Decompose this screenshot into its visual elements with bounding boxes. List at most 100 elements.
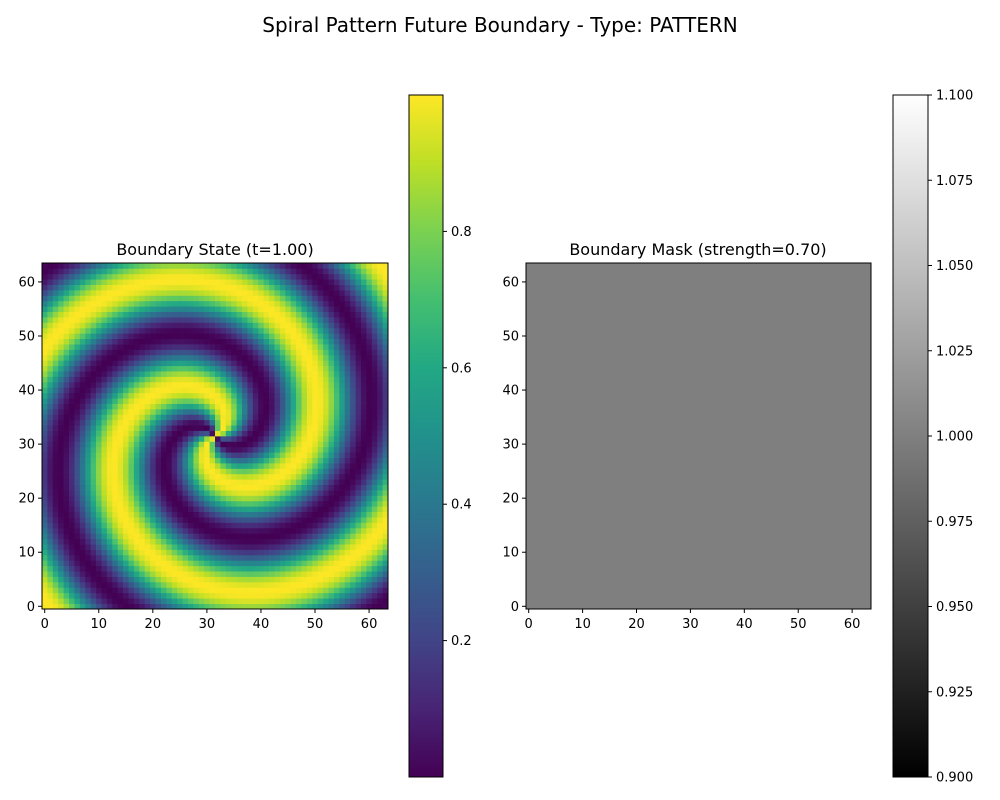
state-cell (285, 484, 292, 491)
state-cell (123, 484, 129, 491)
state-cell (328, 344, 335, 350)
state-cell (258, 571, 265, 577)
state-cell (290, 317, 297, 323)
state-cell (382, 273, 389, 280)
state-cell (269, 317, 275, 323)
state-cell (247, 430, 254, 437)
state-cell (360, 538, 367, 545)
state-cell (112, 376, 119, 383)
state-cell (74, 473, 81, 480)
state-cell (312, 560, 319, 567)
state-cell (269, 279, 275, 285)
state-cell (42, 333, 48, 340)
state-cell (220, 387, 227, 394)
state-cell (79, 511, 86, 518)
state-cell (171, 327, 178, 334)
state-cell (371, 349, 378, 356)
state-cell (225, 468, 232, 475)
state-cell (117, 327, 124, 334)
state-cell (193, 490, 200, 496)
state-cell (123, 381, 129, 388)
state-cell (96, 295, 102, 302)
state-cell (47, 354, 54, 361)
state-cell (285, 544, 292, 550)
state-cell (204, 473, 210, 480)
state-cell (47, 425, 54, 431)
state-cell (96, 387, 102, 394)
state-cell (258, 414, 265, 421)
state-cell (312, 425, 319, 431)
state-cell (209, 560, 216, 567)
state-cell (155, 392, 162, 399)
state-cell (269, 425, 275, 431)
state-cell (344, 592, 351, 599)
state-cell (112, 425, 119, 431)
state-cell (317, 506, 324, 513)
state-cell (42, 327, 48, 334)
state-cell (155, 300, 162, 307)
state-cell (258, 392, 265, 399)
state-cell (290, 376, 297, 383)
state-cell (74, 333, 81, 340)
state-cell (323, 392, 329, 399)
state-cell (63, 463, 70, 469)
state-cell (79, 457, 86, 464)
state-cell (377, 500, 383, 507)
state-cell (312, 446, 319, 453)
state-cell (296, 398, 302, 404)
state-cell (128, 317, 135, 323)
state-cell (231, 576, 237, 583)
state-cell (101, 560, 108, 567)
state-cell (258, 360, 265, 367)
state-cell (306, 598, 313, 604)
state-cell (79, 565, 86, 572)
state-cell (247, 376, 254, 383)
state-cell (252, 371, 259, 377)
state-cell (187, 538, 194, 545)
state-cell (306, 517, 313, 523)
state-cell (166, 554, 173, 561)
state-cell (166, 381, 173, 388)
state-x-tick-label: 60 (361, 617, 378, 632)
state-cell (360, 387, 367, 394)
state-cell (328, 360, 335, 367)
state-cell (63, 419, 70, 426)
state-cell (290, 279, 297, 285)
state-cell (301, 398, 308, 404)
state-cell (377, 371, 383, 377)
state-cell (360, 300, 367, 307)
state-cell (252, 587, 259, 594)
state-cell (290, 349, 297, 356)
state-cell (42, 527, 48, 534)
state-cell (139, 403, 146, 410)
state-cell (296, 387, 302, 394)
state-cell (274, 517, 281, 523)
state-cell (106, 479, 113, 486)
state-cell (312, 398, 319, 404)
state-cell (258, 522, 265, 529)
state-cell (279, 468, 286, 475)
state-cell (101, 414, 108, 421)
mask-panel: Boundary Mask (strength=0.70) 0 10 20 30 40 5… (502, 240, 872, 632)
state-cell (117, 295, 124, 302)
state-cell (144, 446, 151, 453)
state-cell (328, 306, 335, 313)
state-cell (209, 338, 216, 345)
state-cell (333, 560, 340, 567)
state-cell (133, 468, 140, 475)
state-cell (279, 500, 286, 507)
state-cell (350, 473, 356, 480)
state-cell (355, 457, 362, 464)
state-cell (112, 408, 119, 415)
state-cell (133, 317, 140, 323)
state-cell (377, 576, 383, 583)
state-cell (106, 603, 113, 610)
state-cell (242, 398, 248, 404)
state-cell (296, 408, 302, 415)
state-cell (242, 371, 248, 377)
state-cell (263, 387, 270, 394)
state-cell (90, 533, 97, 540)
state-cell (366, 290, 373, 296)
state-cell (96, 506, 102, 513)
state-cell (193, 581, 200, 588)
